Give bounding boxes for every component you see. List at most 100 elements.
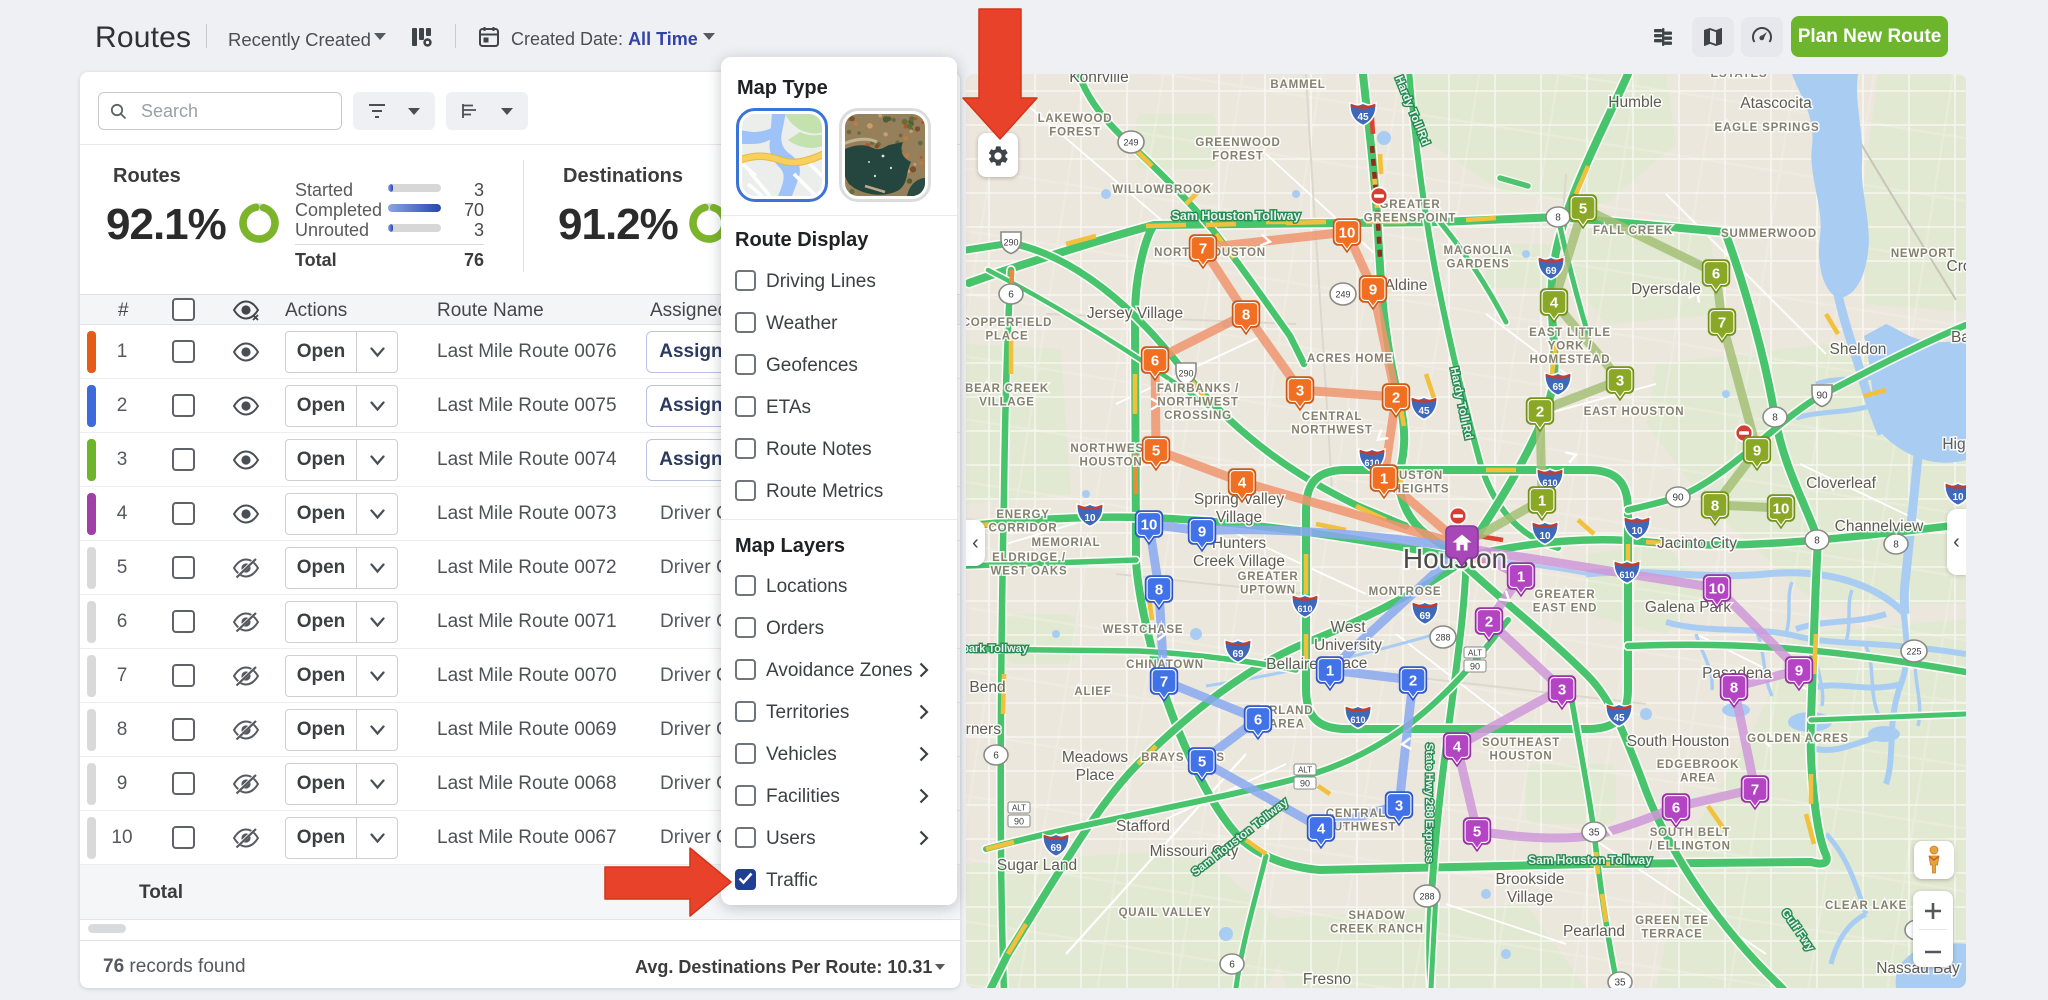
svg-text:10: 10 [1339,225,1356,242]
svg-text:n Bend: n Bend [966,679,1006,696]
svg-text:CHINATOWN: CHINATOWN [1126,659,1204,671]
svg-text:90: 90 [1014,817,1024,827]
svg-text:Galena Park: Galena Park [1645,599,1731,616]
svg-text:8: 8 [1893,540,1899,551]
svg-text:225: 225 [1906,647,1921,657]
svg-text:Jacinto City: Jacinto City [1657,535,1737,552]
svg-text:610: 610 [1297,604,1312,614]
svg-text:FALL CREEK: FALL CREEK [1593,225,1673,237]
svg-text:69: 69 [1419,611,1431,622]
svg-text:3: 3 [1395,798,1403,815]
svg-text:6: 6 [1229,960,1235,971]
svg-text:Pearland: Pearland [1563,923,1625,940]
svg-text:BAMMEL: BAMMEL [1270,79,1325,91]
svg-text:8: 8 [1242,307,1250,324]
svg-text:Kohrville: Kohrville [1069,74,1128,86]
svg-text:3: 3 [1558,682,1566,699]
svg-text:WESTCHASE: WESTCHASE [1103,624,1184,636]
svg-text:610: 610 [1542,478,1557,488]
svg-text:ACRES HOME: ACRES HOME [1307,353,1393,365]
svg-text:Sam Houston Tollway: Sam Houston Tollway [1172,209,1301,223]
svg-text:SUMMERWOOD: SUMMERWOOD [1721,228,1817,240]
svg-text:1: 1 [1326,663,1334,680]
svg-text:Bar: Bar [1951,329,1966,346]
svg-text:ALIEF: ALIEF [1074,686,1111,698]
svg-text:9: 9 [1369,282,1377,299]
svg-text:6: 6 [993,751,999,762]
svg-text:5: 5 [1473,824,1481,841]
svg-text:6: 6 [1151,353,1159,370]
svg-text:park Tollway: park Tollway [966,643,1029,655]
svg-text:1: 1 [1517,569,1525,586]
svg-text:Aldine: Aldine [1384,277,1427,294]
svg-text:90: 90 [1300,779,1310,789]
svg-text:10: 10 [1631,526,1643,537]
svg-text:8: 8 [1772,413,1778,424]
svg-text:Missouri City: Missouri City [1150,843,1239,860]
svg-text:ELDRIDGE /WEST OAKS: ELDRIDGE / WEST OAKS [991,552,1068,578]
svg-text:10: 10 [1141,517,1158,534]
svg-text:288: 288 [1435,633,1450,643]
svg-text:CLEAR LAKE: CLEAR LAKE [1825,900,1907,912]
svg-text:90: 90 [1672,493,1684,504]
svg-text:MEMORIAL: MEMORIAL [1031,537,1100,549]
svg-text:5: 5 [1579,201,1587,218]
svg-text:4: 4 [1550,295,1559,312]
svg-text:3: 3 [1296,383,1304,400]
svg-text:610: 610 [1619,570,1634,580]
svg-text:ESTATES: ESTATES [1711,74,1768,80]
svg-text:9: 9 [1198,524,1206,541]
svg-text:Bellaire: Bellaire [1266,656,1318,673]
svg-text:4: 4 [1453,739,1462,756]
svg-text:10: 10 [1952,492,1964,503]
svg-text:4: 4 [1238,475,1247,492]
svg-text:NEWPORT: NEWPORT [1891,248,1955,260]
svg-text:8: 8 [1730,680,1738,697]
svg-text:5: 5 [1198,754,1206,771]
svg-text:4: 4 [1317,821,1326,838]
svg-text:MONTROSE: MONTROSE [1369,586,1442,598]
svg-text:University: University [1314,637,1382,654]
svg-text:WILLOWBROOK: WILLOWBROOK [1112,184,1212,196]
svg-text:7: 7 [1199,241,1207,258]
svg-text:Creek Village: Creek Village [1193,553,1285,570]
svg-text:3: 3 [1616,373,1624,390]
svg-text:45: 45 [1357,112,1369,123]
svg-text:Atascocita: Atascocita [1740,95,1812,112]
svg-text:1: 1 [1538,493,1546,510]
svg-text:Place: Place [1076,767,1115,784]
svg-text:45: 45 [1418,406,1430,417]
svg-text:5: 5 [1152,443,1160,460]
svg-text:290: 290 [1178,369,1193,379]
svg-text:2: 2 [1536,404,1544,421]
svg-text:249: 249 [1335,290,1350,300]
svg-text:Spring Valley: Spring Valley [1194,491,1284,508]
svg-text:Sam Houston Tollway: Sam Houston Tollway [1528,853,1652,867]
svg-text:Cloverleaf: Cloverleaf [1806,475,1876,492]
svg-text:2: 2 [1392,390,1400,407]
svg-text:610: 610 [1350,715,1365,725]
svg-text:1: 1 [1380,471,1388,488]
svg-text:10: 10 [1084,513,1096,524]
svg-text:Meadows: Meadows [1062,749,1129,766]
svg-text:Hunters: Hunters [1212,535,1267,552]
svg-text:ALT: ALT [1298,766,1312,775]
svg-text:90: 90 [1470,662,1480,672]
svg-text:10: 10 [1773,501,1790,518]
svg-text:8: 8 [1155,582,1163,599]
svg-text:QUAIL VALLEY: QUAIL VALLEY [1119,907,1212,919]
svg-text:7: 7 [1751,782,1759,799]
svg-text:Stafford: Stafford [1116,818,1170,835]
svg-text:69: 69 [1552,382,1564,393]
